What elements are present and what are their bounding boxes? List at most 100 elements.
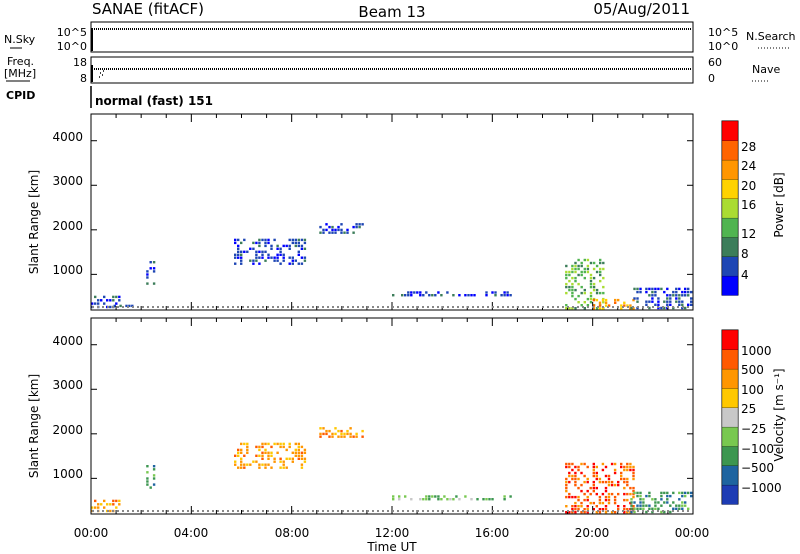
velocity-echo-cell-4 <box>464 495 467 498</box>
power-echo-cell-5 <box>485 291 488 294</box>
velocity-echo-cell-5 <box>577 486 580 490</box>
power-echo-cell-8 <box>678 287 681 291</box>
power-echo-cell-0 <box>106 299 109 302</box>
power-echo-cell-6 <box>583 258 586 262</box>
velocity-echo-cell-6 <box>630 498 633 501</box>
velocity-echo-cell-2 <box>243 463 246 466</box>
power-echo-cell-3 <box>300 262 304 265</box>
power-echo-cell-4 <box>331 231 334 234</box>
power-echo-cell-8 <box>648 300 651 303</box>
velocity-echo-cell-6 <box>639 504 642 507</box>
power-echo-cell-6 <box>565 285 568 289</box>
power-echo-cell-4 <box>358 225 361 229</box>
velocity-echo-cell-5 <box>613 511 617 514</box>
velocity-echo-cell-2 <box>264 463 267 466</box>
velocity-echo-cell-5 <box>623 468 626 472</box>
power-echo-cell-5 <box>494 294 497 297</box>
velocity-echo-cell-5 <box>623 480 626 484</box>
power-echo-cell-8 <box>672 290 675 294</box>
power-echo-cell-8 <box>654 287 657 291</box>
velocity-cbar-tick-minus25: −25 <box>741 422 766 436</box>
velocity-echo-cell-4 <box>482 498 485 501</box>
power-echo-cell-8 <box>690 290 693 294</box>
velocity-echo-cell-3 <box>340 429 343 433</box>
velocity-echo-cell-5 <box>632 471 635 475</box>
power-echo-cell-3 <box>303 241 307 245</box>
power-echo-cell-8 <box>678 300 681 303</box>
power-echo-cell-6 <box>574 307 577 310</box>
velocity-echo-cell-5 <box>623 511 626 514</box>
velocity-echo-cell-2 <box>288 445 291 449</box>
power-echo-cell-6 <box>577 273 580 277</box>
power-echo-cell-3 <box>288 244 291 248</box>
velocity-echo-cell-5 <box>589 492 592 496</box>
power-echo-cell-6 <box>568 307 571 310</box>
nsearch-tick-bottom: 10^0 <box>708 40 738 53</box>
velocity-echo-cell-2 <box>282 442 285 446</box>
velocity-echo-cell-6 <box>681 504 684 507</box>
power-echo-cell-3 <box>297 262 300 265</box>
power-echo-cell-3 <box>291 241 294 245</box>
power-echo-cell-6 <box>580 285 583 289</box>
power-echo-cell-6 <box>586 267 590 271</box>
velocity-echo-cell-5 <box>586 480 589 484</box>
velocity-echo-cell-6 <box>663 501 666 504</box>
velocity-echo-cell-5 <box>601 492 605 496</box>
power-echo-cell-8 <box>684 306 687 310</box>
velocity-echo-cell-2 <box>246 445 249 449</box>
xaxis-label: Time UT <box>366 540 417 554</box>
velocity-echo-cell-0 <box>106 503 109 506</box>
velocity-echo-cell-1 <box>146 480 149 483</box>
velocity-echo-cell-6 <box>648 491 651 495</box>
power-echo-cell-6 <box>586 297 590 301</box>
velocity-echo-cell-6 <box>639 498 642 501</box>
power-echo-cell-2 <box>146 270 149 273</box>
power-cbar-tick-12: 12 <box>741 227 756 241</box>
velocity-echo-cell-6 <box>630 501 633 504</box>
velocity-echo-cell-2 <box>264 466 267 469</box>
velocity-echo-cell-5 <box>604 505 608 508</box>
velocity-echo-cell-3 <box>355 435 358 438</box>
power-echo-cell-3 <box>279 262 282 265</box>
power-echo-cell-5 <box>392 294 395 297</box>
velocity-echo-cell-0 <box>115 499 118 503</box>
power-echo-cell-7 <box>595 298 599 302</box>
velocity-echo-cell-6 <box>636 504 639 507</box>
power-echo-cell-1 <box>113 304 116 308</box>
power-echo-cell-3 <box>261 256 264 259</box>
velocity-echo-cell-6 <box>681 501 684 504</box>
velocity-echo-cell-6 <box>651 507 654 510</box>
power-echo-cell-6 <box>595 264 599 268</box>
xtick-20-00: 20:00 <box>575 526 610 540</box>
power-echo-cell-3 <box>237 244 240 248</box>
velocity-echo-cell-6 <box>654 501 657 504</box>
velocity-echo-cell-5 <box>623 508 626 511</box>
velocity-echo-cell-5 <box>632 486 635 490</box>
velocity-echo-cell-6 <box>672 491 675 495</box>
velocity-echo-cell-2 <box>279 445 282 449</box>
velocity-echo-cell-4 <box>440 498 443 501</box>
power-echo-cell-5 <box>434 294 437 297</box>
velocity-echo-cell-5 <box>629 486 632 490</box>
power-colorbar-cell-5 <box>721 178 739 199</box>
power-echo-cell-8 <box>636 290 639 294</box>
velocity-echo-cell-5 <box>565 486 568 490</box>
velocity-echo-cell-5 <box>607 492 611 496</box>
power-echo-cell-3 <box>300 244 304 248</box>
power-echo-cell-6 <box>571 267 574 271</box>
velocity-echo-cell-2 <box>261 454 264 457</box>
power-echo-cell-6 <box>599 267 602 271</box>
velocity-echo-cell-6 <box>687 491 690 495</box>
velocity-echo-cell-6 <box>669 504 672 507</box>
power-echo-cell-6 <box>599 261 602 265</box>
power-echo-cell-5 <box>437 291 440 294</box>
velocity-echo-cell-5 <box>607 474 611 478</box>
power-echo-cell-3 <box>240 250 243 253</box>
velocity-echo-cell-6 <box>672 507 675 510</box>
power-colorbar-cell-7 <box>721 140 739 161</box>
power-echo-cell-8 <box>657 300 660 303</box>
velocity-echo-cell-5 <box>583 474 586 478</box>
velocity-echo-cell-6 <box>666 501 669 504</box>
nave-tick-bottom: 0 <box>708 72 715 85</box>
velocity-echo-cell-1 <box>152 465 156 468</box>
